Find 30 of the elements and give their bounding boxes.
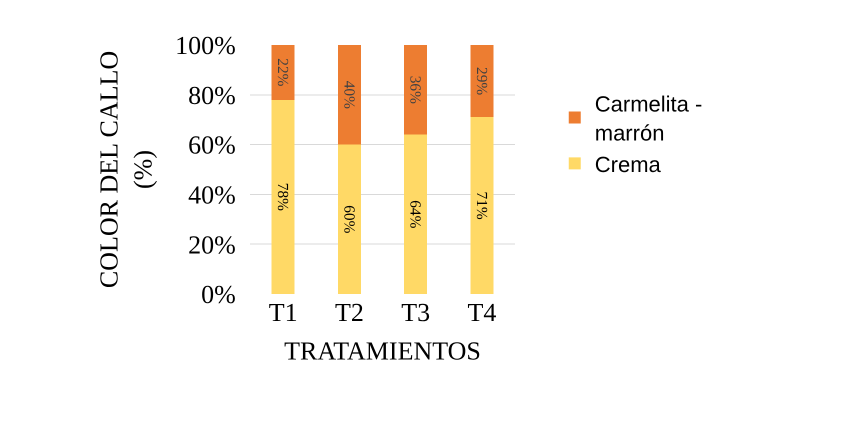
y-tick-label: 0% — [201, 280, 236, 310]
data-label: 29% — [472, 67, 490, 96]
bar — [404, 45, 428, 135]
y-tick-label: 100% — [175, 31, 236, 60]
x-tick-label: T1 — [268, 298, 298, 327]
data-label: 78% — [274, 182, 292, 212]
x-tick-label: T4 — [467, 298, 496, 327]
y-tick-label: 60% — [188, 130, 236, 160]
data-label: 64% — [406, 200, 424, 229]
data-label: 71% — [472, 192, 490, 220]
y-tick-label: 20% — [188, 230, 236, 260]
y-tick-label: 80% — [188, 80, 236, 110]
data-label: 36% — [406, 76, 424, 104]
x-tick-label: T2 — [334, 298, 364, 327]
x-axis-title: TRATAMIENTOS — [284, 336, 481, 366]
data-label: 60% — [340, 205, 358, 234]
legend-label: Carmelita - marrón — [594, 92, 702, 146]
bar — [470, 45, 494, 118]
y-axis-title: COLOR DEL CALLO (%) — [94, 50, 158, 288]
bar — [338, 45, 361, 145]
bar — [470, 117, 494, 294]
bar — [404, 134, 428, 294]
data-label: 40% — [340, 80, 358, 110]
bar — [272, 100, 295, 294]
y-tick-label: 40% — [188, 180, 236, 210]
bar — [338, 144, 361, 294]
legend-label: Crema — [594, 152, 662, 177]
bar — [272, 45, 295, 100]
data-label: 22% — [274, 58, 292, 87]
x-tick-label: T3 — [401, 298, 430, 327]
